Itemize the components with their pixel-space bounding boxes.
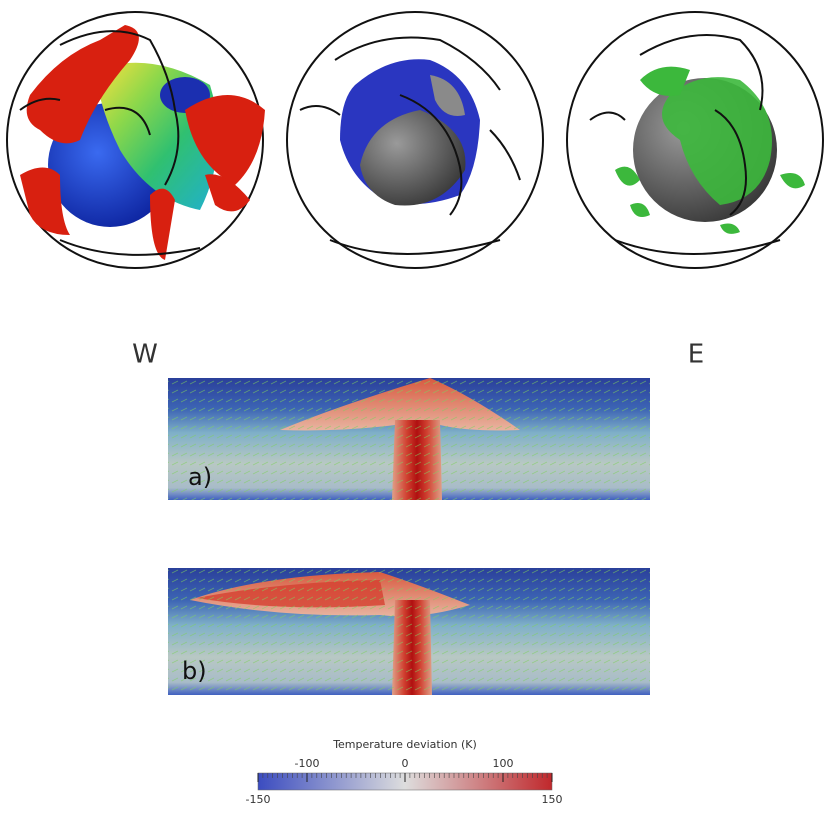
cross-section-a (168, 378, 650, 500)
figure: W E a) b) Temperature deviation (K) -150… (0, 0, 830, 828)
tick-label: -150 (246, 793, 271, 806)
panel-label: b) (182, 657, 207, 685)
east-label: E (688, 340, 704, 370)
globe-1 (7, 12, 265, 268)
globe-2 (287, 12, 543, 268)
tick-label: 100 (493, 757, 514, 770)
cross-section-b (168, 568, 650, 695)
page: W E a) b) Temperature deviation (K) -150… (0, 0, 830, 828)
globe-3 (567, 12, 823, 268)
colorbar-title: Temperature deviation (K) (332, 738, 477, 751)
tick-label: 150 (542, 793, 563, 806)
panel-label: a) (188, 463, 212, 491)
west-label: W (132, 340, 158, 370)
tick-label: -100 (295, 757, 320, 770)
tick-label: 0 (402, 757, 409, 770)
